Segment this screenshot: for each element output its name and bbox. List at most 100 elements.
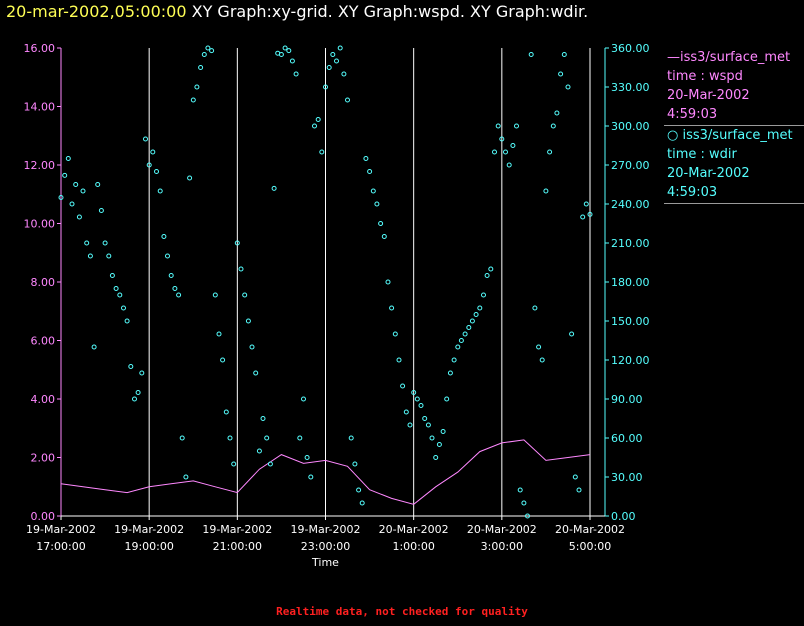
y-right-tick-label: 210.00 [611,237,650,250]
y-right-tick-label: 240.00 [611,198,650,211]
wdir-point [580,214,586,220]
wdir-point [536,344,542,350]
wdir-point [484,273,490,278]
wdir-point [73,182,79,187]
wdir-point [98,208,104,213]
wdir-point [139,370,145,376]
wdir-point [315,117,321,122]
wdir-point [297,435,303,441]
wdir-point [392,331,398,337]
wdir-point [146,162,152,168]
wdir-point [286,48,292,54]
wdir-point [334,58,339,64]
y-left-tick-label: 4.00 [31,393,56,406]
wdir-point [341,71,347,77]
wdir-point [411,390,417,395]
x-tick-label: 19-Mar-2002 [114,523,184,536]
x-tick-label: 5:00:00 [569,540,611,553]
wdir-point [179,435,185,441]
wdir-point [187,175,193,181]
wdir-point [477,305,483,311]
wdir-point [102,240,108,246]
grid-lines [148,48,503,516]
x-tick-label: 19-Mar-2002 [291,523,361,536]
wdir-point [183,474,189,480]
wdir-point [337,45,343,51]
wdir-point [352,461,358,467]
line-swatch-icon: — [667,50,680,65]
legend-date: 20-Mar-2002 [667,88,750,103]
wdir-point [128,364,134,369]
wdir-point [84,240,90,246]
wdir-point [323,84,328,90]
wdir-point [481,292,486,298]
wdir-point [293,71,299,77]
wdir-point [95,182,101,187]
wdir-point [161,234,167,239]
wdir-point [190,97,196,103]
wdir-point [253,370,259,376]
y-right-tick-label: 300.00 [611,120,650,133]
y-left-tick-label: 6.00 [31,335,56,348]
wdir-point [488,266,494,272]
wdir-point [62,172,68,178]
legend: —iss3/surface_met time : wspd 20-Mar-200… [664,48,804,204]
x-tick-label: 17:00:00 [36,540,85,553]
wdir-point [319,149,325,155]
wdir-point [271,185,277,191]
wdir-point [385,279,391,285]
wdir-point [117,292,123,298]
wdir-point [231,461,237,467]
wdir-point [359,500,365,506]
wdir-point [205,45,211,51]
wdir-point [157,188,163,194]
wdir-point [308,474,314,480]
legend-field: time : wdir [667,147,737,162]
wdir-point [583,201,589,207]
wdir-point [378,221,384,226]
wdir-point [234,240,240,246]
x-tick-label: 20-Mar-2002 [379,523,449,536]
wdir-point [576,487,582,493]
x-tick-label: 20-Mar-2002 [555,523,625,536]
wdir-point [558,71,564,77]
y-right-tick-label: 30.00 [611,471,643,484]
wdir-point [330,52,336,57]
wdir-point [374,201,380,207]
wdir-point [363,156,369,161]
wdir-point [176,292,182,298]
wdir-point [356,487,362,493]
wdir-point [561,52,567,57]
wdir-point [400,383,406,389]
wdir-point [458,338,464,343]
wdir-point [466,325,472,330]
wdir-point [132,396,137,402]
wdir-point [436,442,442,447]
wdir-point [422,416,428,421]
wdir-point [91,344,97,350]
wdir-point [425,422,431,428]
y-left-tick-label: 14.00 [24,101,56,114]
wdir-point [528,52,534,57]
wdir-point [517,487,523,493]
header-timestamp: 20-mar-2002,05:00:00 [6,2,187,21]
wdir-point [381,234,387,239]
wdir-point [407,422,413,428]
wdir-point [510,143,516,148]
wdir-point [172,286,178,291]
wdir-point [444,396,450,402]
wdir-point [469,318,475,324]
wdir-point [503,149,508,155]
wdir-point [238,266,244,272]
wdir-point [201,52,207,57]
wdir-point [245,318,251,324]
wdir-point [227,435,233,441]
wdir-point [249,344,255,350]
y-right-tick-label: 90.00 [611,393,643,406]
legend-field: time : wspd [667,69,743,84]
wdir-point [109,273,115,278]
wdir-point [414,396,420,402]
wdir-point [69,201,75,207]
wdir-point [168,273,174,278]
